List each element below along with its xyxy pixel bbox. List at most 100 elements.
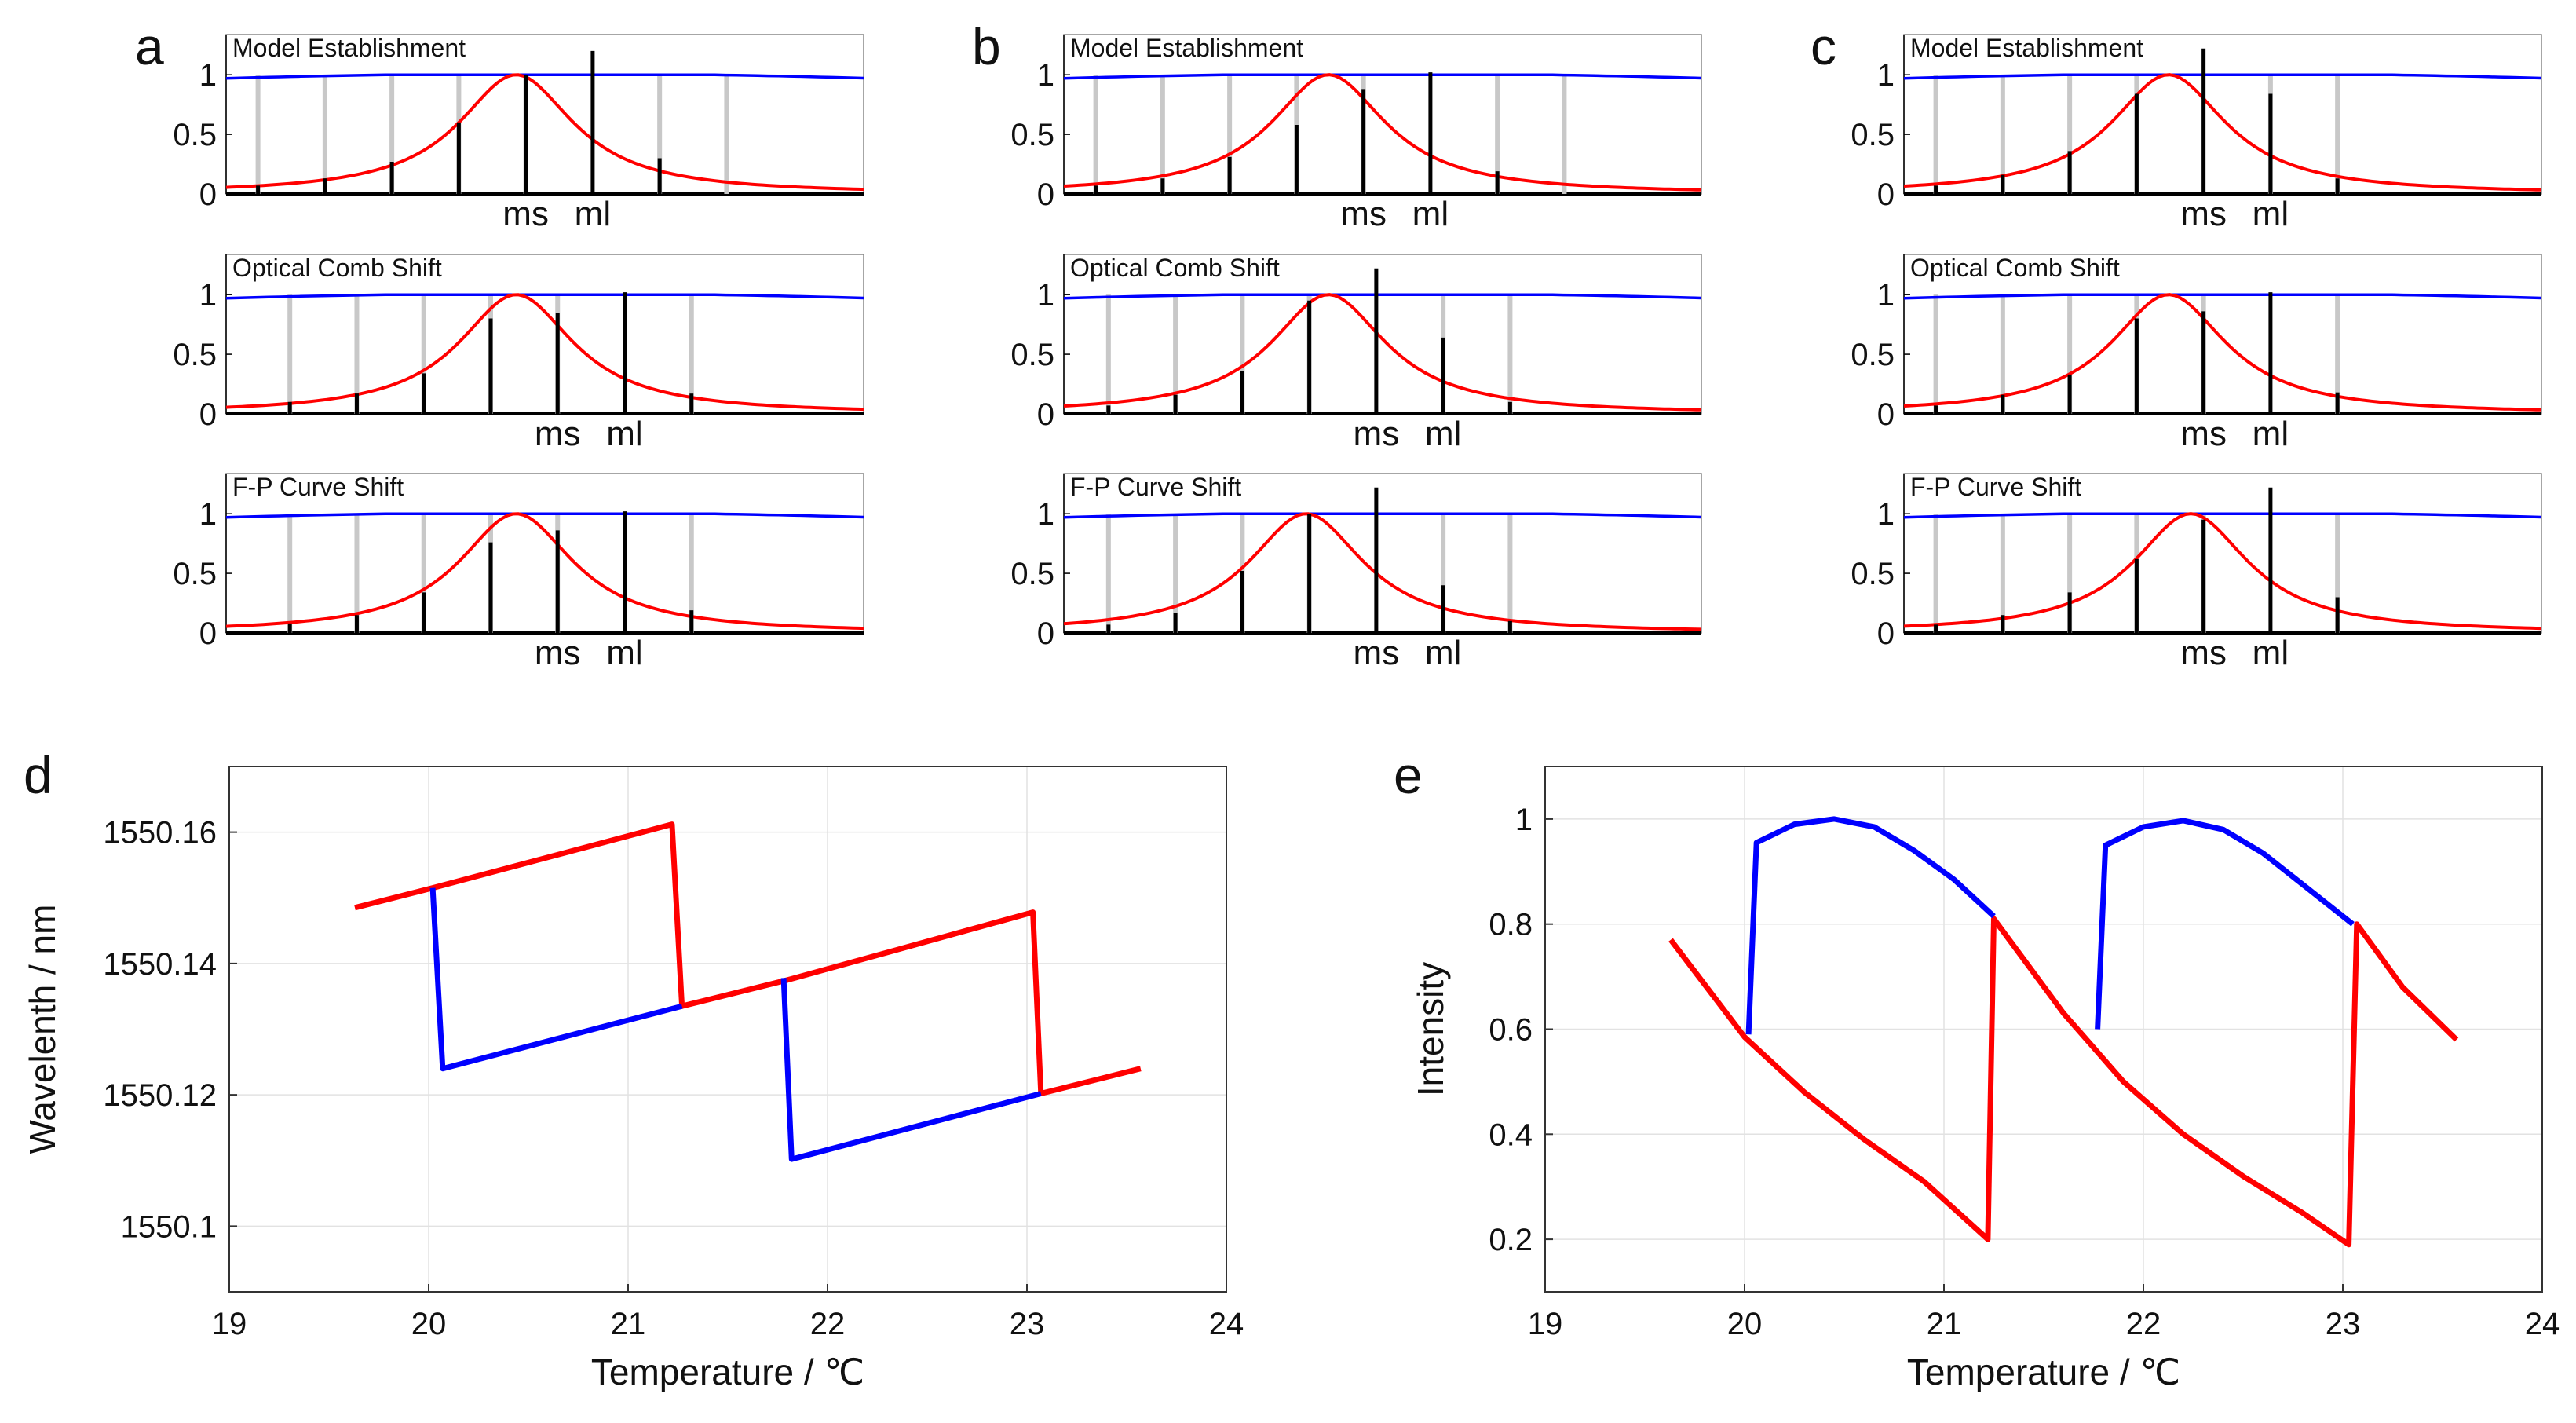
x-tick-label: 22 (810, 1307, 846, 1341)
red-fp-curve (1063, 512, 1702, 631)
subplot-title-bg (228, 256, 495, 281)
y-tick-label: 0.8 (1489, 908, 1533, 942)
y-tick-label: 0.5 (1010, 557, 1054, 591)
mark-label-ml: ml (2253, 195, 2289, 233)
subplot-title: Optical Comb Shift (1070, 254, 1280, 282)
plot-frame (228, 766, 1227, 1293)
red-fp-curve (225, 512, 864, 631)
blue-envelope-curve (225, 293, 864, 300)
mark-label-ms: ms (1354, 634, 1400, 672)
series-blue-line-2 (2095, 818, 2355, 1030)
x-tick-label: 20 (1727, 1307, 1763, 1341)
mark-label-ml: ml (606, 415, 642, 453)
red-fp-curve (225, 73, 864, 192)
mark-label-ml: ml (575, 195, 611, 233)
y-tick-label: 0.5 (1851, 338, 1895, 372)
y-tick-label: 0 (1877, 177, 1895, 212)
mark-label-ml: ml (2253, 634, 2289, 672)
red-fp-curve (1063, 293, 1702, 412)
mark-label-ms: ms (535, 634, 581, 672)
y-tick-label: 0 (199, 397, 217, 432)
y-tick-label: 1550.12 (103, 1078, 217, 1113)
y-axis-label: Intensity (1410, 962, 1451, 1096)
x-tick-label: 20 (411, 1307, 447, 1341)
blue-envelope-curve (225, 73, 864, 80)
y-tick-label: 0 (1877, 397, 1895, 432)
y-tick-label: 1 (1037, 278, 1054, 313)
y-tick-label: 1 (199, 58, 217, 93)
series-red-line-0 (1668, 916, 2459, 1248)
y-tick-label: 0.6 (1489, 1013, 1533, 1048)
y-tick-label: 0.5 (1851, 557, 1895, 591)
red-fp-curve (1903, 73, 2542, 192)
panel-letter-b: b (972, 17, 1001, 75)
subplot-title: F-P Curve Shift (232, 473, 404, 501)
panel-letter-a: a (135, 17, 164, 75)
y-tick-label: 1550.1 (121, 1209, 217, 1244)
x-tick-label: 19 (1528, 1307, 1563, 1341)
y-tick-label: 0.5 (1010, 338, 1054, 372)
y-axis-label: Wavelenth / nm (22, 905, 63, 1154)
mark-label-ml: ml (1425, 634, 1461, 672)
y-tick-label: 0 (1877, 616, 1895, 651)
subplot-title-bg (228, 475, 495, 500)
y-tick-label: 0 (1037, 616, 1054, 651)
panel-letter-e: e (1394, 746, 1423, 804)
mark-label-ml: ml (1412, 195, 1449, 233)
subplot-title-bg (228, 36, 495, 61)
y-tick-label: 0.5 (173, 338, 217, 372)
y-tick-label: 0.5 (1010, 118, 1054, 152)
y-tick-label: 0.5 (1851, 118, 1895, 152)
mark-label-ms: ms (535, 415, 581, 453)
y-tick-label: 1 (199, 497, 217, 532)
subplot-title: F-P Curve Shift (1070, 473, 1241, 501)
subplot-title: Model Establishment (1910, 34, 2143, 62)
mark-label-ms: ms (2180, 634, 2227, 672)
subplot-title: Optical Comb Shift (232, 254, 442, 282)
red-fp-curve (1063, 73, 1702, 192)
series-blue-line-2 (780, 978, 1042, 1162)
x-axis-label: Temperature / ℃ (591, 1352, 864, 1392)
y-tick-label: 0.5 (173, 118, 217, 152)
y-tick-label: 1 (1037, 497, 1054, 532)
y-tick-label: 0.2 (1489, 1223, 1533, 1257)
blue-envelope-curve (225, 512, 864, 519)
subplot-title-bg (1906, 475, 2172, 500)
x-tick-label: 19 (212, 1307, 247, 1341)
x-tick-label: 24 (1209, 1307, 1244, 1341)
subplot-title-bg (1906, 256, 2172, 281)
subplot-title-bg (1065, 475, 1332, 500)
series-red-line-0 (354, 821, 1142, 1096)
subplot-title-bg (1065, 36, 1332, 61)
blue-envelope-curve (1063, 512, 1702, 519)
y-tick-label: 1 (1877, 278, 1895, 313)
mark-label-ms: ms (502, 195, 549, 233)
subplot-title-bg (1065, 256, 1332, 281)
y-tick-label: 1 (1877, 58, 1895, 93)
blue-envelope-curve (1903, 293, 2542, 300)
subplot-title: F-P Curve Shift (1910, 473, 2081, 501)
blue-envelope-curve (1063, 73, 1702, 80)
y-tick-label: 0 (199, 616, 217, 651)
mark-label-ml: ml (606, 634, 642, 672)
y-tick-label: 1 (1877, 497, 1895, 532)
y-tick-label: 1 (1037, 58, 1054, 93)
x-tick-label: 22 (2126, 1307, 2161, 1341)
subplot-title: Optical Comb Shift (1910, 254, 2120, 282)
y-tick-label: 0 (1037, 397, 1054, 432)
mark-label-ml: ml (2253, 415, 2289, 453)
y-tick-label: 0 (1037, 177, 1054, 212)
x-tick-label: 23 (1010, 1307, 1045, 1341)
blue-envelope-curve (1063, 293, 1702, 300)
mark-label-ml: ml (1425, 415, 1461, 453)
subplot-title: Model Establishment (1070, 34, 1303, 62)
x-tick-label: 21 (611, 1307, 646, 1341)
mark-label-ms: ms (1340, 195, 1387, 233)
mark-label-ms: ms (2180, 415, 2227, 453)
series-blue-line-1 (1745, 816, 1996, 1035)
y-tick-label: 0.5 (173, 557, 217, 591)
red-fp-curve (225, 293, 864, 412)
x-tick-label: 24 (2525, 1307, 2560, 1341)
y-tick-label: 0.4 (1489, 1118, 1533, 1152)
